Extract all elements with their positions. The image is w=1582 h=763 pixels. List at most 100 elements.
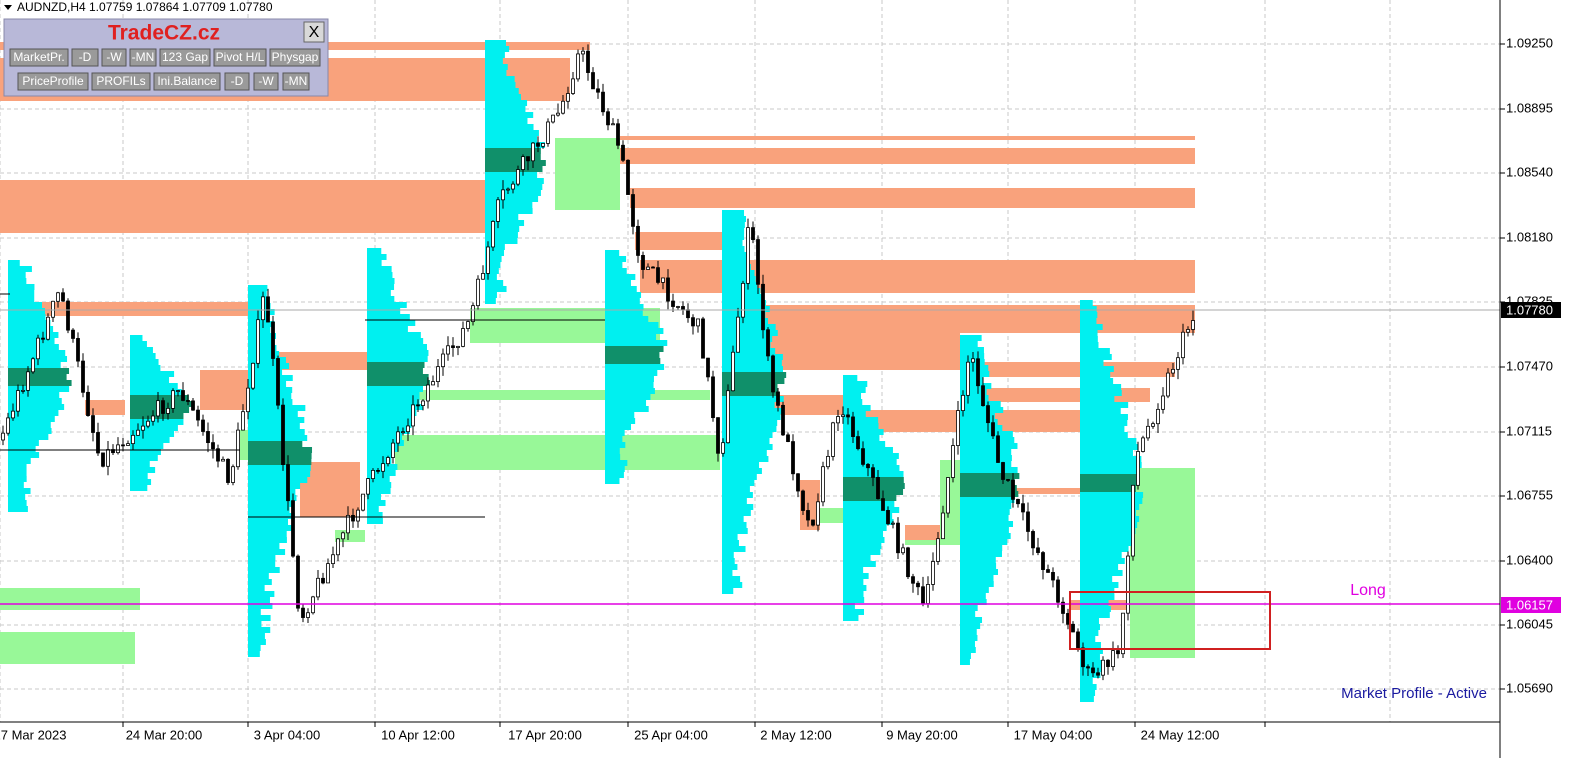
- panel-button[interactable]: [153, 72, 221, 91]
- close-button[interactable]: [303, 21, 325, 43]
- profile-bar: [1080, 378, 1114, 384]
- panel-button[interactable]: [213, 48, 267, 67]
- profile-bar: [960, 545, 1003, 551]
- panel-button-label[interactable]: -D: [79, 50, 92, 64]
- candle-body: [1051, 572, 1055, 581]
- profile-bar: [248, 423, 300, 429]
- candle-body: [941, 512, 945, 540]
- profile-bar: [485, 154, 541, 160]
- candle-body: [226, 458, 230, 483]
- panel-button[interactable]: [282, 72, 310, 91]
- profile-bar: [960, 437, 1015, 443]
- candle-body: [391, 442, 395, 458]
- profile-bar: [367, 488, 391, 494]
- candle-body: [501, 189, 505, 201]
- panel-button-label[interactable]: Physgap: [272, 50, 319, 64]
- panel-button-label[interactable]: Pivot H/L: [216, 50, 265, 64]
- close-label[interactable]: X: [309, 24, 320, 41]
- panel-button-label[interactable]: PROFILs: [96, 74, 145, 88]
- profile-bar: [605, 328, 664, 334]
- candle-body: [1026, 511, 1030, 532]
- profile-bar: [722, 546, 746, 552]
- profile-bar: [1080, 510, 1136, 516]
- panel-button[interactable]: [17, 72, 89, 91]
- profile-bar: [960, 461, 1012, 467]
- candle-body: [446, 345, 450, 355]
- panel-button[interactable]: [129, 48, 157, 67]
- candle-body: [146, 420, 150, 427]
- profile-bar: [722, 354, 783, 360]
- profile-bar: [605, 292, 642, 298]
- panel-button[interactable]: [269, 48, 321, 67]
- panel-button-label[interactable]: -MN: [132, 50, 155, 64]
- panel-button[interactable]: [9, 48, 69, 67]
- profile-bar: [960, 521, 1014, 527]
- profile-bar: [485, 232, 518, 238]
- profile-bar: [605, 316, 649, 322]
- panel-button-label[interactable]: -D: [231, 74, 244, 88]
- profile-bar: [960, 377, 984, 383]
- candle-body: [286, 464, 290, 502]
- panel-button-label[interactable]: MarketPr.: [13, 50, 64, 64]
- profile-bar: [248, 363, 290, 369]
- profile-bar: [367, 506, 379, 512]
- candle-body: [441, 353, 445, 368]
- panel-button[interactable]: [253, 72, 279, 91]
- panel-button[interactable]: [159, 48, 211, 67]
- profile-bar: [843, 453, 899, 459]
- current-price: 1.07780: [1506, 302, 1553, 317]
- profile-bar: [248, 555, 276, 561]
- profile-bar: [722, 474, 757, 480]
- profile-bar: [8, 506, 28, 512]
- profile-bar: [722, 210, 745, 216]
- panel-button[interactable]: [101, 48, 127, 67]
- supply-zone: [770, 395, 850, 415]
- candle-body: [1171, 368, 1175, 374]
- panel-button[interactable]: [71, 48, 99, 67]
- panel-button[interactable]: [91, 72, 151, 91]
- profile-bar: [1080, 354, 1112, 360]
- candle-body: [1031, 531, 1035, 549]
- panel-button-label[interactable]: -W: [258, 74, 274, 88]
- time-label: 17 Apr 20:00: [508, 727, 582, 742]
- profile-bar: [1080, 498, 1143, 504]
- candle-body: [1146, 425, 1150, 439]
- candle-body: [616, 123, 620, 146]
- panel-button-label[interactable]: -W: [106, 50, 122, 64]
- profile-bar: [1080, 666, 1102, 672]
- panel-button-label[interactable]: -MN: [285, 74, 308, 88]
- panel-button-label[interactable]: PriceProfile: [22, 74, 84, 88]
- profile-bar: [8, 266, 32, 272]
- profile-bar: [8, 302, 43, 308]
- candle-body: [761, 283, 765, 331]
- profile-bar: [722, 510, 751, 516]
- profile-bar: [843, 585, 867, 591]
- profile-bar: [485, 244, 505, 250]
- candle-body: [506, 188, 510, 191]
- profile-bar: [485, 178, 544, 184]
- profile-bar: [8, 272, 26, 278]
- candles: [1, 44, 1195, 681]
- candle-body: [436, 366, 440, 382]
- panel-button-label[interactable]: Ini.Balance: [157, 74, 217, 88]
- candle-body: [256, 319, 260, 364]
- profile-bar: [248, 639, 266, 645]
- candle-body: [676, 306, 680, 308]
- status-label: Market Profile - Active: [1341, 685, 1487, 702]
- profile-bar: [130, 431, 175, 437]
- profile-bar: [722, 462, 760, 468]
- profile-bar: [248, 591, 275, 597]
- panel-button-label[interactable]: 123 Gap: [162, 50, 208, 64]
- candle-body: [1076, 631, 1080, 649]
- demand-zone: [555, 138, 620, 210]
- candle-body: [601, 91, 605, 113]
- price-label: 1.08180: [1506, 229, 1553, 244]
- profile-bar: [960, 401, 1001, 407]
- candle-body: [1151, 423, 1155, 427]
- panel-button[interactable]: [224, 72, 250, 91]
- profile-bar: [248, 465, 311, 471]
- profile-bar: [1080, 660, 1103, 666]
- profile-bar: [722, 264, 751, 270]
- profile-bar: [485, 262, 501, 268]
- profile-bar: [248, 537, 287, 543]
